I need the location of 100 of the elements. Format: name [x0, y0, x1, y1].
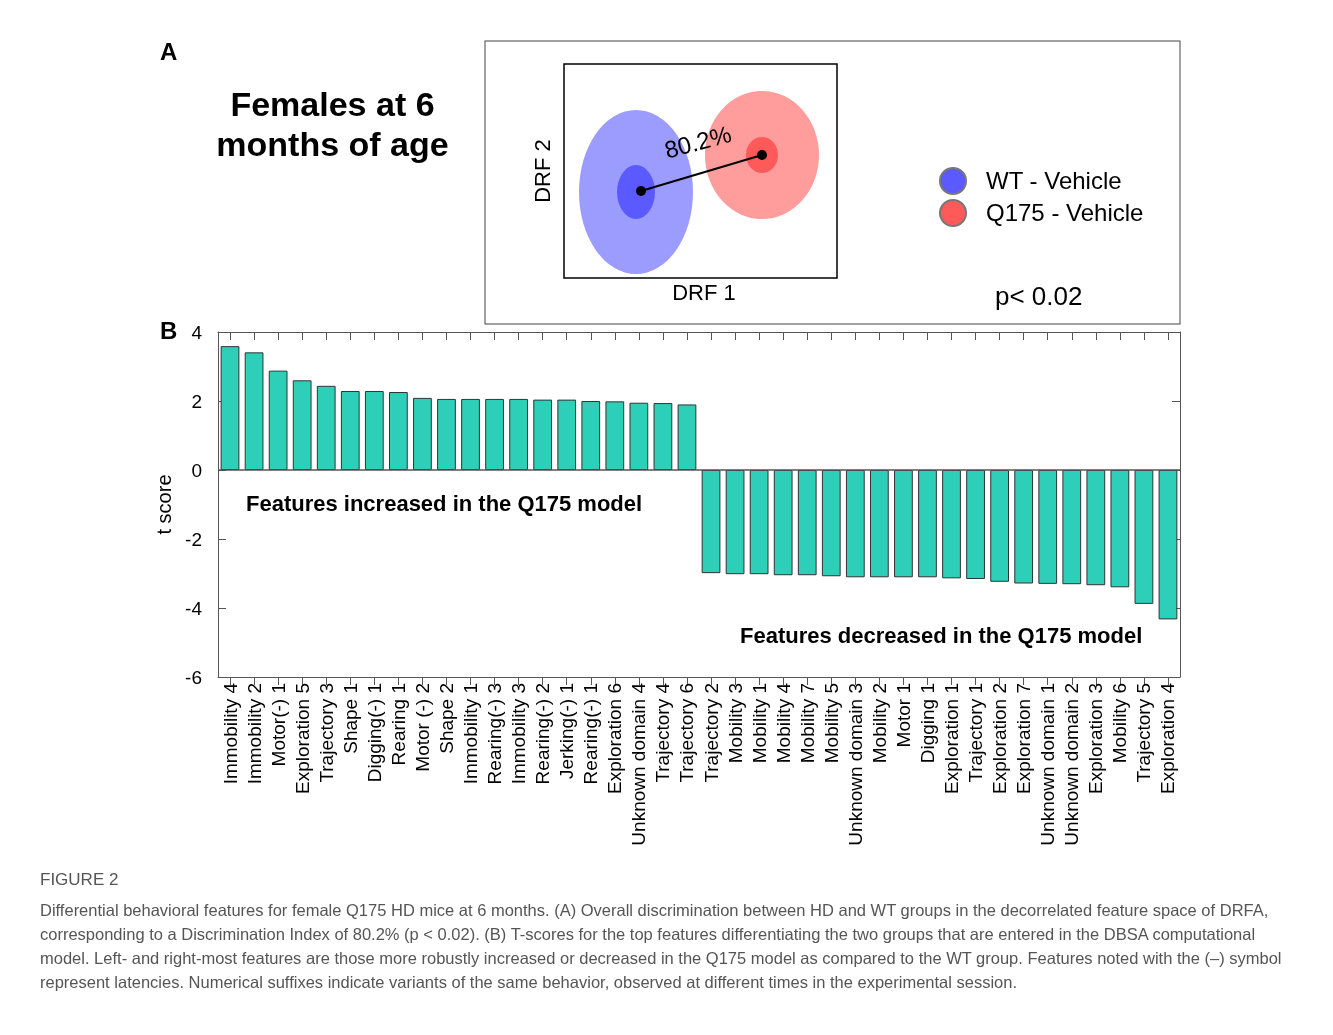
y-tick-label: -4: [185, 597, 203, 619]
x-tick-label: Motor (-) 2: [411, 683, 433, 772]
bar: [292, 380, 312, 470]
bar: [1158, 470, 1178, 620]
x-tick-label: Exploration 1: [941, 683, 963, 794]
bar: [413, 397, 432, 470]
bar: [1038, 470, 1058, 584]
bar: [918, 470, 937, 578]
x-tick-label: Mobility 5: [820, 683, 842, 764]
bar: [364, 391, 384, 470]
bar: [725, 470, 745, 575]
bar: [797, 470, 817, 576]
text: Differential behavioral features for female Q175 HD mice at 6 months. (A) Overall discrimination between HD and WT groups in the decorrelated feature space of DRFA, corresponding to a Discrimination Index of 80.2% (p < 0.02). (B) T-scores for the top features differentiating the two groups that are entered in the DBSA computational model. Left- and right-most features are those more robustly increased or decreased in the Q175 model as compared to the WT group. Features noted with the (–) symbol represent latencies. Numerical suffixes indicate variants of the same behavior, observed at different times in the experimental session.: [40, 900, 1283, 993]
bar: [1134, 470, 1154, 604]
bar: [701, 470, 721, 574]
x-tick-label: Motor(-) 1: [267, 683, 289, 767]
x-tick-label: Rearing 1: [387, 683, 409, 766]
x-tick-label: Mobility 2: [868, 683, 890, 764]
bar: [268, 370, 288, 470]
x-tick-label: Exploration 5: [291, 683, 313, 794]
bar: [629, 402, 649, 470]
bar: [1014, 470, 1034, 584]
bar: [1086, 470, 1106, 586]
annotation: Features decreased in the Q175 model: [740, 622, 1143, 648]
x-tick-label: Rearing(-) 2: [532, 683, 554, 785]
bar: [461, 398, 480, 470]
x-tick-label: Shape 1: [339, 683, 361, 754]
bar: [316, 385, 336, 470]
x-tick-label: Motor 1: [892, 683, 914, 748]
bar: [894, 470, 913, 578]
bar: [966, 470, 985, 580]
x-tick-label: Trajectory 3: [315, 683, 337, 783]
x-tick-label: Mobility 7: [796, 683, 818, 764]
x-tick-label: Rearing(-) 3: [484, 683, 506, 785]
text: Females at 6 months of age: [215, 84, 450, 164]
bar: [605, 401, 625, 470]
y-tick-label: 2: [191, 390, 202, 412]
y-tick-label: 4: [191, 321, 203, 343]
bar: [557, 399, 577, 470]
x-tick-label: Jerking(-) 1: [556, 683, 578, 780]
x-tick-label: Immobility 3: [508, 683, 530, 785]
bar: [942, 470, 961, 579]
x-tick-label: Digging 1: [916, 683, 938, 764]
x-tick-label: Unknown domain 3: [844, 683, 866, 846]
legend-label: WT - Vehicle: [986, 167, 1122, 194]
x-tick-label: Exploration 6: [604, 683, 626, 794]
bar: [990, 470, 1009, 582]
text: DRF 2: [530, 139, 555, 203]
x-tick-label: Trajectory 4: [652, 682, 674, 783]
bar: [1062, 470, 1082, 585]
text: B: [160, 316, 178, 344]
bar: [749, 470, 769, 575]
x-tick-label: Exploration 3: [1085, 683, 1107, 794]
bar: [389, 392, 408, 470]
x-tick-label: Mobility 1: [748, 683, 770, 764]
caption: FIGURE 2: [40, 870, 120, 890]
text: A: [160, 38, 178, 65]
text: DRF 1: [672, 280, 736, 305]
legend-label: Q175 - Vehicle: [986, 199, 1144, 226]
x-tick-label: Digging(-) 1: [363, 683, 385, 783]
annotation: Features increased in the Q175 model: [246, 490, 643, 516]
bar: [509, 398, 528, 470]
x-tick-label: Trajectory 1: [965, 683, 987, 783]
x-tick-label: Shape 2: [435, 683, 457, 754]
x-tick-label: Immobility 2: [243, 683, 265, 785]
x-tick-label: Rearing(-) 1: [580, 683, 602, 785]
bar: [485, 398, 504, 470]
x-tick-label: Mobility 3: [724, 683, 746, 764]
y-tick-label: 0: [191, 459, 202, 481]
text: p< 0.02: [995, 281, 1083, 311]
bar: [581, 401, 601, 470]
x-tick-label: Immobility 1: [460, 683, 482, 785]
x-tick-label: Trajectory 6: [676, 683, 698, 783]
x-tick-label: Unknown domain 4: [628, 682, 650, 846]
x-tick-label: Trajectory 2: [700, 683, 722, 783]
bar: [533, 399, 553, 470]
bar: [1110, 470, 1130, 588]
x-tick-label: Trajectory 5: [1133, 683, 1155, 783]
bar: [220, 346, 240, 470]
y-tick-label: -6: [185, 666, 202, 688]
bar: [821, 470, 841, 577]
bar: [870, 470, 889, 578]
bar: [773, 470, 793, 576]
text: 80.2%: [661, 119, 735, 164]
bar: [677, 404, 697, 470]
x-tick-label: Unknown domain 1: [1037, 683, 1059, 846]
y-axis-title: t score: [153, 474, 176, 535]
x-tick-label: Unknown domain 2: [1061, 683, 1083, 846]
x-tick-label: Exploration 2: [989, 683, 1011, 794]
bar: [845, 470, 865, 578]
y-tick-label: -2: [185, 528, 202, 550]
x-tick-label: Exploration 7: [1013, 683, 1035, 794]
bar: [437, 398, 456, 470]
x-tick-label: Mobility 4: [772, 682, 794, 764]
x-tick-label: Mobility 6: [1109, 683, 1131, 764]
x-tick-label: Exploration 4: [1157, 682, 1179, 794]
x-tick-label: Immobility 4: [219, 682, 241, 785]
bar: [244, 352, 264, 470]
bar: [340, 391, 360, 470]
bar: [653, 403, 673, 470]
